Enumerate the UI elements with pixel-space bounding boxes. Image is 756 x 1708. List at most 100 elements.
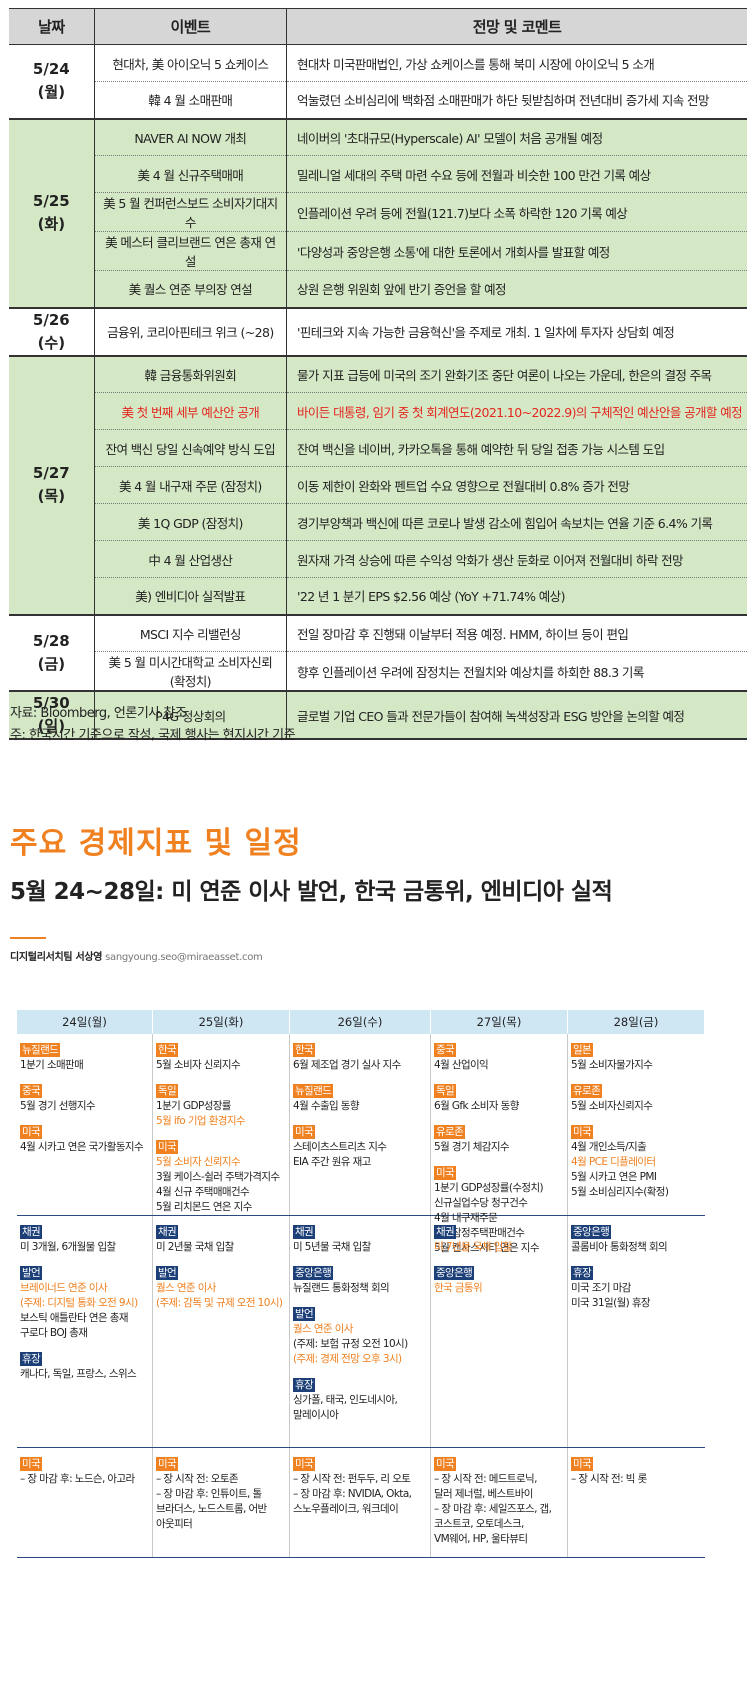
region-tag: 독일 <box>156 1084 179 1098</box>
region-tag: 미국 <box>156 1457 179 1471</box>
region-tag: 미국 <box>20 1457 43 1471</box>
comment-cell: 경기부양책과 백신에 따른 코로나 발생 감소에 힘입어 속보치는 연율 기준 … <box>286 503 747 541</box>
calendar-cell: 한국 6월 제조업 경기 실사 지수 뉴질랜드 4월 수출입 동향 미국 스테이츠스트리츠… <box>290 1034 431 1215</box>
block-gap <box>293 1114 428 1123</box>
block-gap <box>20 1073 150 1082</box>
event-cell: 美 퀄스 연준 부의장 연설 <box>93 270 287 309</box>
event-cell: 美) 엔비디아 실적발표 <box>93 577 287 616</box>
date-value: 5/24 <box>32 60 70 79</box>
region-tag: 미국 <box>20 1125 43 1139</box>
comment-cell: '22 년 1 분기 EPS $2.56 예상 (YoY +71.74% 예상) <box>286 577 747 616</box>
date-group: 5/30 (일) P4G 정상회의 글로벌 기업 CEO 들과 전문가들이 참여해 녹… <box>9 691 747 740</box>
date-value: 5/27 <box>32 464 70 482</box>
calendar-item: 5월 캔사스시티 연은 지수 <box>434 1242 540 1254</box>
calendar-item: 캐나다, 독일, 프랑스, 스위스 <box>20 1368 137 1380</box>
section-subtitle: 5월 24~28일: 미 연준 이사 발언, 한국 금통위, 엔비디아 실적 <box>10 879 613 905</box>
calendar-item: 1분기 소매판매 <box>20 1059 84 1071</box>
region-tag: 휴장 <box>20 1352 43 1366</box>
calendar-item: – 장 마감 후: NVIDIA, Okta, <box>293 1488 412 1500</box>
event-row: 5/30 (일) P4G 정상회의 글로벌 기업 CEO 들과 전문가들이 참여해 녹… <box>9 691 747 740</box>
weekday-value: (화) <box>37 215 66 233</box>
date-group: 5/25 (화) NAVER AI NOW 개최 네이버의 '초대규모(Hypersc… <box>9 118 747 309</box>
calendar-item: 한국 금통위 <box>434 1282 483 1294</box>
calendar-item: 5월 시카고 연은 PMI <box>571 1171 657 1183</box>
event-cell: 美 4 월 내구재 주문 (잠정치) <box>93 466 287 504</box>
author-team: 디지털리서치팀 서상영 <box>10 952 103 963</box>
comment-cell: 밀레니얼 세대의 주택 마련 수요 등에 전월과 비슷한 100 만건 기록 예… <box>286 155 747 193</box>
comment-cell: 향후 인플레이션 우려에 잠정치는 전월치와 예상치를 하회한 88.3 기록 <box>286 651 747 692</box>
weekday-value: (수) <box>37 333 66 352</box>
calendar-item: 스테이츠스트리츠 지수 <box>293 1141 387 1153</box>
region-tag: 미국 <box>293 1125 316 1139</box>
calendar-item: 미 5년물 국채 입찰 <box>293 1241 371 1253</box>
region-tag: 중앙은행 <box>571 1225 612 1239</box>
comment-cell: 상원 은행 위원회 앞에 반기 증언을 할 예정 <box>286 270 747 309</box>
region-tag: 미국 <box>434 1457 457 1471</box>
calendar-item: VM웨어, HP, 울타뷰티 <box>434 1533 528 1545</box>
event-row: 美 퀄스 연준 부의장 연설 상원 은행 위원회 앞에 반기 증언을 할 예정 <box>9 270 747 309</box>
calendar-item: 6월 제조업 경기 실사 지수 <box>293 1059 401 1071</box>
date-group: 5/26 (수) 금융위, 코리아핀테크 위크 (~28) '핀테크와 지속 가능한 … <box>9 307 747 357</box>
event-cell: 中 4 월 산업생산 <box>93 540 287 578</box>
title-separator <box>10 937 46 939</box>
calendar-item: – 장 시작 전: 펀두두, 리 오토 <box>293 1473 411 1485</box>
calendar-item: 4월 신규 주택매매건수 <box>156 1186 250 1198</box>
section-title: 주요 경제지표 및 일정 <box>10 826 302 861</box>
event-row: 韓 4 월 소매판매 억눌렸던 소비심리에 백화점 소매판매가 하단 뒷받침하며 … <box>9 81 747 120</box>
calendar-item: 퀄스 연준 이사 <box>156 1282 216 1294</box>
calendar-item: (주제: 감독 및 규제 오전 10시) <box>156 1297 283 1309</box>
calendar-item: – 장 시작 전: 빅 롯 <box>571 1473 647 1485</box>
calendar-cell: 미국 – 장 시작 전: 오토존 – 장 마감 후: 인튜이트, 톨 브라더스, 노… <box>153 1448 290 1557</box>
comment-cell: 전일 장마감 후 진행돼 이날부터 적용 예정. HMM, 하이브 등이 편입 <box>286 614 747 652</box>
calendar-cell: 뉴질랜드 1분기 소매판매 중국 5월 경기 선행지수 미국 4월 시카고 연은 국가활동… <box>17 1034 153 1215</box>
region-tag: 중국 <box>20 1084 43 1098</box>
calendar-cell: 채권 미 2년물 국채 입찰 발언 퀄스 연준 이사 (주제: 감독 및 규제 오전 1… <box>153 1216 290 1447</box>
region-tag: 유로존 <box>571 1084 603 1098</box>
comment-cell: '다양성과 중앙은행 소통'에 대한 토론에서 개회사를 발표할 예정 <box>286 231 747 271</box>
author-line: 디지털리서치팀 서상영 sangyoung.seo@miraeasset.com <box>10 948 263 963</box>
calendar-body: 뉴질랜드 1분기 소매판매 중국 5월 경기 선행지수 미국 4월 시카고 연은 국가활동… <box>17 1034 705 1558</box>
author-email: sangyoung.seo@miraeasset.com <box>105 952 263 963</box>
calendar-item: 4월 내구재주문 <box>434 1212 498 1224</box>
event-row: 5/26 (수) 금융위, 코리아핀테크 위크 (~28) '핀테크와 지속 가능한 … <box>9 307 747 357</box>
calendar-item: 5월 소비자신뢰지수 <box>571 1100 653 1112</box>
region-tag: 뉴질랜드 <box>293 1084 334 1098</box>
event-cell: 美 메스터 클리브랜드 연은 총재 연설 <box>93 231 287 271</box>
comment-cell: 현대차 미국판매법인, 가상 쇼케이스를 통해 북미 시장에 아이오닉 5 소개 <box>286 44 747 82</box>
region-tag: 미국 <box>293 1457 316 1471</box>
header-event: 이벤트 <box>93 8 287 45</box>
calendar-item: 싱가폴, 태국, 인도네시아, <box>293 1394 398 1406</box>
block-gap <box>156 1129 287 1138</box>
event-row: 美 1Q GDP (잠정치) 경기부양책과 백신에 따른 코로나 발생 감소에 힘… <box>9 503 747 541</box>
block-gap <box>293 1255 428 1264</box>
calendar-cell: 채권 미 7년물 국채 입찰 중앙은행 한국 금통위 <box>431 1216 568 1447</box>
calendar-cell: 채권 미 5년물 국채 입찰 중앙은행 뉴질랜드 통화정책 회의 발언 퀄스 연준 이사 (… <box>290 1216 431 1447</box>
event-cell: MSCI 지수 리밸런싱 <box>93 614 287 652</box>
calendar-item: 1분기 GDP성장률(수정치) <box>434 1182 544 1194</box>
region-tag: 채권 <box>434 1225 457 1239</box>
event-row: 美 4 월 신규주택매매 밀레니얼 세대의 주택 마련 수요 등에 전월과 비슷한… <box>9 155 747 193</box>
region-tag: 미국 <box>156 1140 179 1154</box>
event-cell: 美 5 월 컨퍼런스보드 소비자기대지수 <box>93 192 287 232</box>
calendar-item: 5월 소비자 신뢰지수 <box>156 1156 241 1168</box>
region-tag: 독일 <box>434 1084 457 1098</box>
calendar-row: 미국 – 장 마감 후: 노드슨, 아고라 미국 – 장 시작 전: 오토존 – 장 마… <box>17 1448 705 1558</box>
date-value: 5/28 <box>32 631 70 650</box>
region-tag: 뉴질랜드 <box>20 1043 61 1057</box>
event-row: 5/27 (목) 韓 금융통화위원회 물가 지표 급등에 미국의 조기 완화기조 중단… <box>9 355 747 616</box>
calendar-item: 4월 개인소득/지출 <box>571 1141 647 1153</box>
event-cell: 현대차, 美 아이오닉 5 쇼케이스 <box>93 44 287 82</box>
calendar-item: 미 3개월, 6개월물 입찰 <box>20 1241 116 1253</box>
calendar-day-thu: 27일(목) <box>431 1010 568 1034</box>
comment-cell: '핀테크와 지속 가능한 금융혁신'을 주제로 개최. 1 일차에 투자자 상담… <box>286 307 747 357</box>
date-group: 5/24 (월) 현대차, 美 아이오닉 5 쇼케이스 현대차 미국판매법인, 가상 … <box>9 44 747 120</box>
block-gap <box>571 1073 703 1082</box>
calendar-item: 3월 케이스-쉴러 주택가격지수 <box>156 1171 280 1183</box>
event-cell: 금융위, 코리아핀테크 위크 (~28) <box>93 307 287 357</box>
block-gap <box>434 1114 565 1123</box>
calendar-item: 달러 제너럴, 베스트바이 <box>434 1488 533 1500</box>
events-table: 날짜 이벤트 전망 및 코멘트 5/24 (월) 현대차, 美 아이오닉 5 쇼케이… <box>9 8 747 740</box>
calendar-item: – 장 시작 전: 메드트로닉, <box>434 1473 537 1485</box>
event-cell: 韓 4 월 소매판매 <box>93 81 287 120</box>
region-tag: 휴장 <box>293 1378 316 1392</box>
